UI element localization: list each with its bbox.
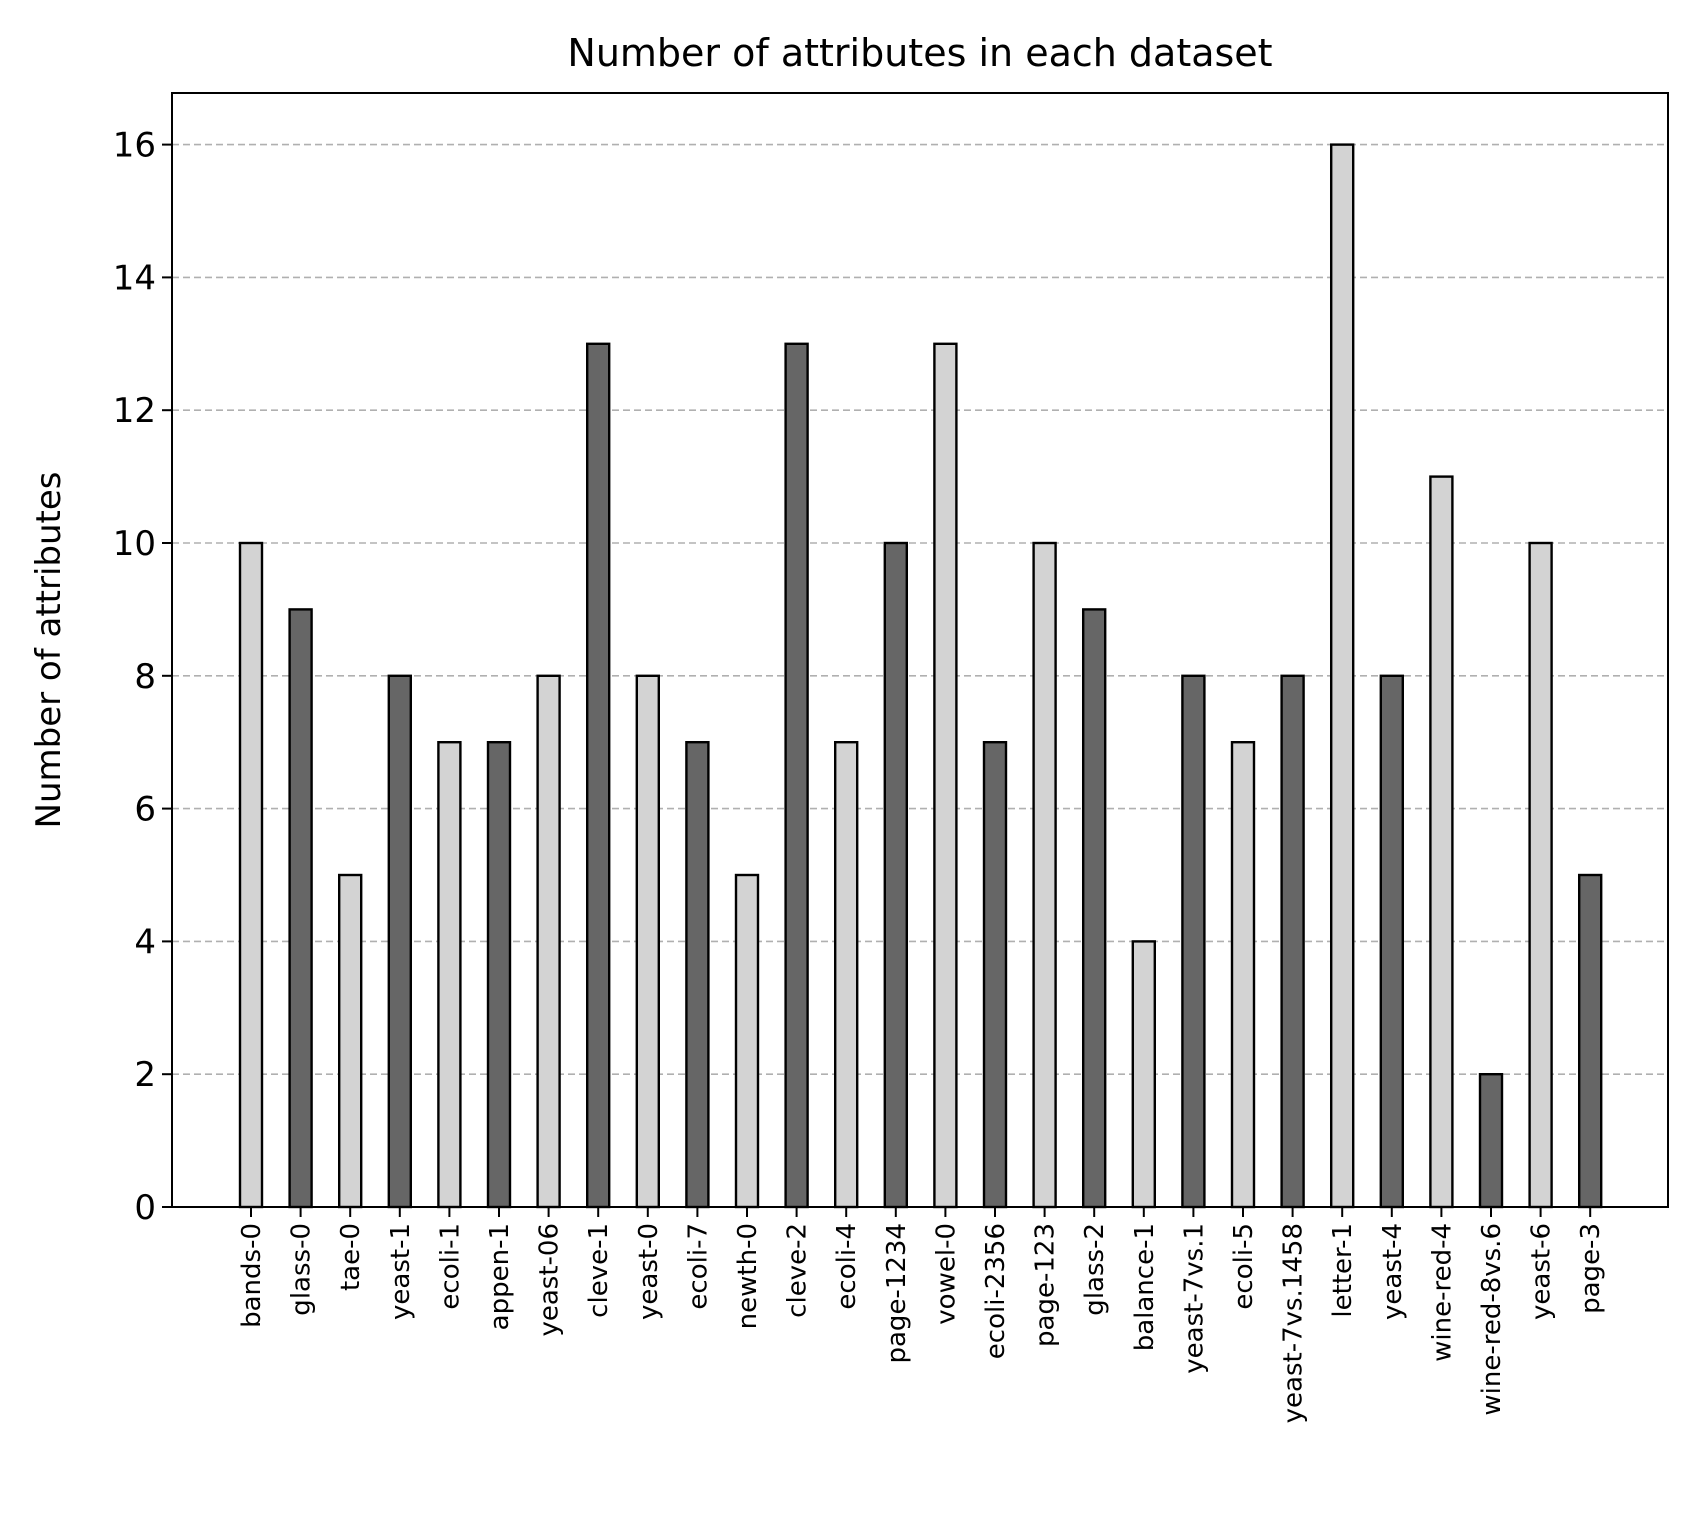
y-axis: 0 2 4 6 8 10 12 14 16 (113, 126, 172, 1228)
x-tick-label: yeast-7vs.1458 (1279, 1223, 1309, 1423)
bar-yeast-6 (1528, 541, 1553, 1209)
bar-page-3 (1577, 873, 1603, 1209)
x-tick-label: ecoli-2356 (981, 1223, 1011, 1359)
bar-yeast-7vs.1 (1181, 674, 1206, 1209)
x-tick-label: yeast-0 (634, 1223, 664, 1320)
x-tick-label: vowel-0 (931, 1223, 961, 1325)
y-tick-label: 10 (113, 524, 156, 564)
bar-yeast-1 (387, 674, 412, 1209)
bar-page-123 (1032, 541, 1057, 1209)
y-axis-label: Number of attributes (29, 472, 69, 829)
y-tick-label: 0 (134, 1188, 156, 1228)
bar-cleve-1 (586, 342, 611, 1209)
x-tick-label: yeast-6 (1527, 1223, 1557, 1320)
x-tick-label: yeast-1 (386, 1223, 416, 1320)
x-tick-label: page-1234 (882, 1223, 912, 1364)
bar-ecoli-5 (1230, 741, 1256, 1209)
y-tick-label: 14 (113, 258, 156, 298)
x-tick-label: wine-red-4 (1427, 1223, 1457, 1362)
bar-balance-1 (1131, 940, 1157, 1209)
bar-wine-red-4 (1429, 475, 1454, 1209)
x-tick-label: glass-2 (1080, 1223, 1110, 1316)
y-tick-label: 12 (113, 391, 156, 431)
x-axis: bands-0 glass-0 tae-0 yeast-1 ecoli-1 appen-1… (237, 1207, 1606, 1423)
plot-frame (171, 92, 1669, 1208)
bar-appen-1 (486, 741, 512, 1209)
x-tick-label: yeast-06 (535, 1223, 565, 1337)
x-tick-label: cleve-2 (783, 1223, 813, 1318)
y-tick-label: 2 (134, 1055, 156, 1095)
x-tick-label: appen-1 (485, 1223, 515, 1330)
x-tick-label: balance-1 (1130, 1223, 1160, 1351)
x-tick-label: yeast-7vs.1 (1179, 1223, 1209, 1374)
bar-ecoli-1 (437, 741, 462, 1209)
x-tick-label: glass-0 (287, 1223, 317, 1316)
x-tick-label: page-123 (1031, 1223, 1061, 1347)
bars (238, 143, 1603, 1209)
bar-yeast-7vs.1458 (1280, 674, 1305, 1209)
bar-yeast-06 (536, 674, 561, 1209)
y-tick-label: 6 (134, 790, 156, 830)
x-tick-label: tae-0 (336, 1223, 366, 1291)
bar-yeast-4 (1379, 674, 1405, 1209)
bar-ecoli-7 (685, 741, 710, 1209)
x-tick-label: yeast-4 (1378, 1223, 1408, 1320)
x-tick-label: cleve-1 (584, 1223, 614, 1318)
bar-ecoli-2356 (982, 741, 1008, 1209)
bar-page-1234 (883, 541, 908, 1209)
bar-bands-0 (238, 541, 264, 1209)
x-tick-label: ecoli-5 (1229, 1223, 1259, 1310)
bar-newth-0 (734, 873, 760, 1209)
y-tick-label: 8 (134, 657, 156, 697)
bar-wine-red-8vs.6 (1478, 1072, 1504, 1209)
x-tick-label: letter-1 (1328, 1223, 1358, 1318)
x-tick-label: ecoli-4 (832, 1223, 862, 1310)
bar-cleve-2 (784, 342, 809, 1209)
grid-lines (172, 143, 1668, 1075)
x-tick-label: ecoli-7 (683, 1223, 713, 1310)
bar-glass-0 (288, 608, 313, 1209)
y-tick-label: 16 (113, 126, 156, 166)
x-tick-label: newth-0 (733, 1223, 763, 1329)
bar-glass-2 (1081, 608, 1107, 1209)
bar-vowel-0 (933, 342, 958, 1209)
x-tick-label: wine-red-8vs.6 (1477, 1223, 1507, 1416)
bar-tae-0 (338, 873, 363, 1209)
x-tick-label: ecoli-1 (435, 1223, 465, 1310)
y-tick-label: 4 (134, 922, 156, 962)
x-tick-label: bands-0 (237, 1223, 267, 1328)
bar-yeast-0 (635, 674, 660, 1209)
chart-title: Number of attributes in each dataset (567, 31, 1272, 75)
x-tick-label: page-3 (1576, 1223, 1606, 1314)
bar-letter-1 (1329, 143, 1355, 1209)
bar-ecoli-4 (834, 741, 859, 1209)
